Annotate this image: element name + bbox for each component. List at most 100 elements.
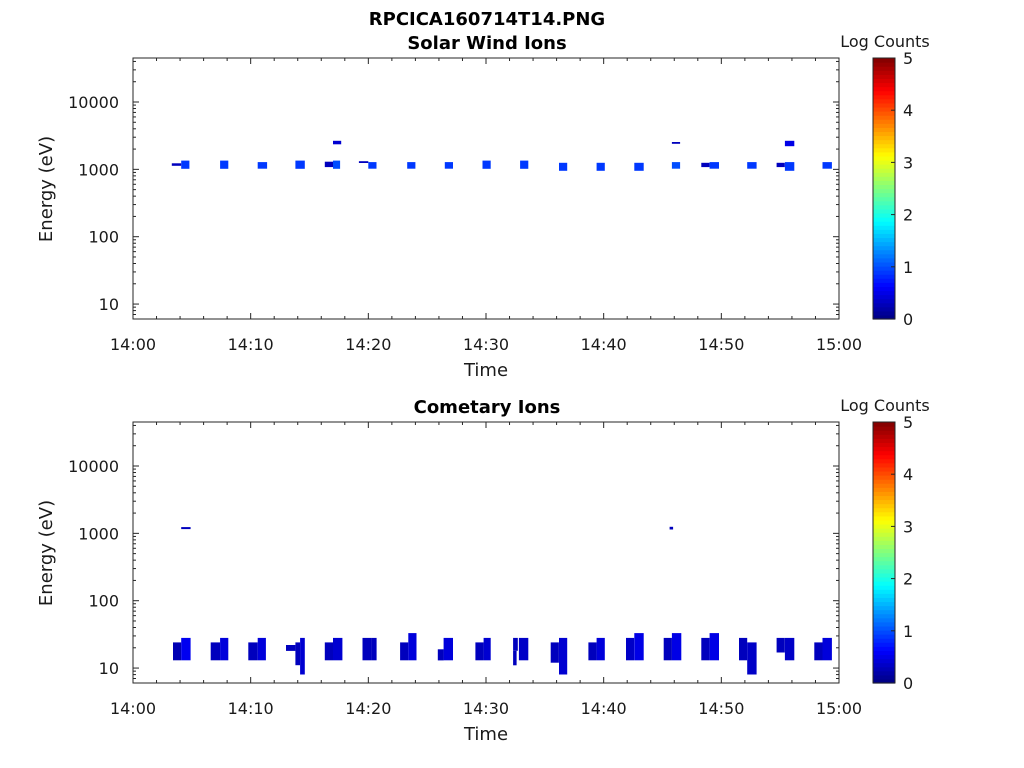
colorbar-label: Log Counts bbox=[840, 396, 930, 415]
heatmap-cell bbox=[784, 162, 795, 171]
colorbar-band bbox=[873, 188, 895, 194]
x-axis: 14:00 14:10 14:20 14:30 14:40 14:50 15:00 bbox=[110, 58, 862, 354]
colorbar-band bbox=[873, 106, 895, 112]
heatmap-cell bbox=[671, 142, 681, 144]
colorbar-band bbox=[873, 581, 895, 586]
colorbar-band bbox=[873, 466, 895, 472]
colorbar-band bbox=[873, 306, 895, 312]
colorbar-band bbox=[873, 66, 895, 71]
heatmap-cell bbox=[701, 162, 710, 168]
colorbar-band bbox=[873, 462, 895, 468]
y-axis: 10 100 1000 10000 bbox=[68, 424, 839, 684]
heatmap-cell bbox=[559, 637, 568, 675]
heatmap-cell bbox=[747, 162, 757, 169]
colorbar-band bbox=[873, 458, 895, 464]
colorbar: 0 1 2 3 4 5 bbox=[872, 413, 913, 693]
y-tick-label: 1000 bbox=[78, 524, 119, 543]
colorbar-band bbox=[873, 678, 895, 684]
heatmap-cell bbox=[588, 642, 597, 661]
colorbar-band bbox=[873, 613, 895, 619]
colorbar-band bbox=[873, 294, 895, 300]
colorbar-band bbox=[873, 204, 895, 210]
colorbar-band bbox=[873, 430, 895, 435]
y-tick-label: 10 bbox=[99, 295, 119, 314]
heatmap-cell bbox=[333, 637, 343, 661]
plot-frame bbox=[132, 57, 840, 320]
heatmap-cell bbox=[784, 637, 795, 661]
colorbar: 0 1 2 3 4 5 bbox=[872, 49, 913, 329]
colorbar-band bbox=[873, 225, 895, 230]
colorbar-band bbox=[873, 572, 895, 578]
heatmap-cell bbox=[333, 140, 342, 145]
x-tick-label: 14:00 bbox=[110, 335, 156, 354]
colorbar-frame bbox=[872, 421, 896, 684]
colorbar-band bbox=[873, 282, 895, 287]
heatmap-cell bbox=[671, 633, 682, 661]
heatmap-cell bbox=[181, 637, 191, 661]
colorbar-band bbox=[873, 670, 895, 676]
colorbar-band bbox=[873, 86, 895, 92]
colorbar-band bbox=[873, 94, 895, 100]
y-axis: 10 100 1000 10000 bbox=[68, 60, 839, 320]
colorbar-band bbox=[873, 499, 895, 505]
x-tick-label: 14:10 bbox=[228, 699, 274, 718]
colorbar-band bbox=[873, 495, 895, 501]
colorbar-band bbox=[873, 184, 895, 190]
colorbar-band bbox=[873, 180, 895, 186]
heatmap-cell bbox=[776, 162, 785, 168]
colorbar-band bbox=[873, 135, 895, 141]
heatmap-cell bbox=[408, 633, 417, 661]
heatmap-cell bbox=[822, 162, 832, 169]
colorbar-band bbox=[873, 532, 895, 537]
colorbar-band bbox=[873, 650, 895, 656]
colorbar-band bbox=[873, 265, 895, 271]
heatmap-cell bbox=[776, 637, 785, 653]
y-axis-label: Energy (eV) bbox=[36, 136, 57, 242]
colorbar-band bbox=[873, 139, 895, 145]
colorbar-band bbox=[873, 302, 895, 308]
colorbar-band bbox=[873, 221, 895, 226]
heatmap-cell bbox=[368, 162, 377, 169]
colorbar-band bbox=[873, 507, 895, 513]
colorbar-band bbox=[873, 82, 895, 88]
colorbar-band bbox=[873, 192, 895, 198]
heatmap-cell bbox=[822, 637, 832, 661]
heatmap-cell bbox=[513, 650, 517, 666]
panel-title: Solar Wind Ions bbox=[407, 33, 566, 54]
colorbar-tick-label: 2 bbox=[903, 206, 913, 225]
colorbar-tick-label: 0 bbox=[903, 310, 913, 329]
colorbar-band bbox=[873, 78, 895, 84]
heatmap-cell bbox=[248, 642, 258, 661]
colorbar-band bbox=[873, 674, 895, 680]
colorbar-band bbox=[873, 629, 895, 635]
heatmap-cell bbox=[371, 637, 377, 661]
y-tick-label: 10 bbox=[99, 659, 119, 678]
colorbar-tick-label: 1 bbox=[903, 258, 913, 277]
colorbar-band bbox=[873, 654, 895, 660]
heatmap-cell bbox=[295, 642, 301, 666]
colorbar-band bbox=[873, 261, 895, 267]
heatmap-cells bbox=[173, 526, 832, 675]
heatmap-cell bbox=[513, 637, 518, 651]
colorbar-band bbox=[873, 523, 895, 529]
colorbar-band bbox=[873, 172, 895, 177]
colorbar-band bbox=[873, 314, 895, 320]
heatmap-cell bbox=[181, 160, 190, 169]
colorbar-band bbox=[873, 658, 895, 664]
heatmap-cell bbox=[324, 161, 333, 168]
colorbar-tick-label: 4 bbox=[903, 465, 913, 484]
colorbar-tick-label: 1 bbox=[903, 622, 913, 641]
colorbar-tick-label: 3 bbox=[903, 153, 913, 172]
heatmap-cell bbox=[634, 633, 644, 661]
colorbar-band bbox=[873, 245, 895, 251]
colorbar-band bbox=[873, 62, 895, 67]
heatmap-cell bbox=[482, 160, 491, 169]
colorbar-band bbox=[873, 634, 895, 639]
heatmap-cell bbox=[784, 140, 795, 147]
colorbar-band bbox=[873, 638, 895, 643]
colorbar-band bbox=[873, 434, 895, 439]
colorbar-band bbox=[873, 102, 895, 108]
colorbar-band bbox=[873, 253, 895, 259]
heatmap-cell bbox=[518, 637, 529, 661]
colorbar-band bbox=[873, 115, 895, 120]
